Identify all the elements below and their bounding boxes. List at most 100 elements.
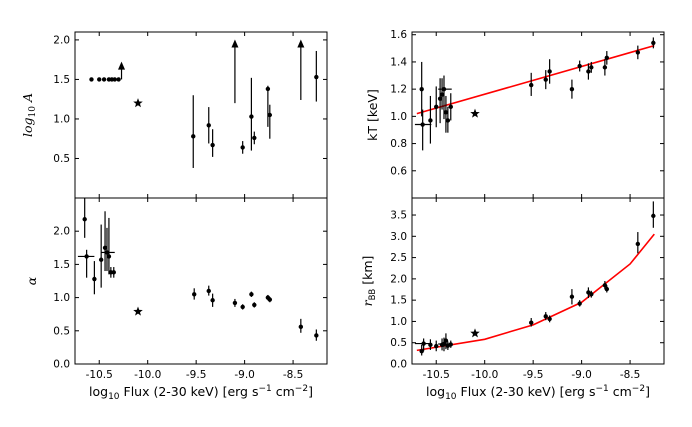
data-point	[240, 145, 245, 150]
data-point	[420, 122, 425, 127]
ytick-label: 1.5	[53, 259, 70, 271]
data-point	[428, 118, 433, 123]
ytick-label: 2.0	[390, 273, 407, 285]
xtick-label: -10.5	[423, 369, 450, 381]
data-point	[586, 69, 591, 74]
xlabel-left: log10 Flux (2-30 keV) [erg s−1 cm−2]	[89, 384, 313, 402]
data-point	[448, 104, 453, 110]
data-point	[441, 86, 447, 92]
data-point	[434, 343, 439, 349]
ytick-label: 2.5	[390, 252, 407, 264]
ytick-label: 1.5	[53, 74, 70, 86]
data-point	[439, 92, 445, 97]
data-point	[106, 254, 112, 259]
data-point	[443, 110, 449, 115]
data-point	[543, 77, 548, 82]
data-point	[569, 86, 575, 92]
data-point	[314, 333, 319, 338]
xtick-label: -9.5	[523, 369, 544, 381]
ytick-label: 1.0	[390, 316, 407, 328]
data-point	[529, 320, 534, 325]
data-point	[602, 283, 608, 288]
data-point	[101, 77, 107, 82]
data-point	[543, 314, 548, 319]
data-point	[206, 288, 211, 294]
ytick-label: 1.0	[53, 113, 70, 125]
data-point	[448, 342, 453, 347]
xtick-label: -9.0	[571, 369, 592, 381]
ytick-label: 1.4	[390, 56, 407, 68]
ylabel-logA: log10 A	[20, 93, 38, 137]
xlabel-right: log10 Flux (2-30 keV) [erg s−1 cm−2]	[426, 384, 650, 402]
ytick-label: 0.0	[390, 359, 407, 371]
data-point	[434, 104, 439, 110]
data-point	[267, 297, 273, 302]
data-point	[112, 77, 117, 82]
data-point	[441, 341, 447, 347]
data-point	[191, 134, 196, 139]
data-point	[98, 257, 104, 262]
data-point	[651, 40, 656, 46]
panel-rBB: 0.0 0.5 1.0 1.5 2.0 2.5 3.0 3.5 -10.5 -10.0 -9.5 -9…	[390, 198, 664, 381]
data-point	[232, 300, 238, 306]
data-point	[437, 96, 443, 101]
ytick-label: 2.0	[53, 226, 70, 238]
star-point	[470, 108, 480, 118]
ylabel-alpha: α	[24, 276, 39, 285]
ytick-label: 0.8	[390, 138, 407, 150]
data-point	[84, 254, 89, 259]
panel-logA: 0.5 1.0 1.5 2.0	[53, 32, 327, 198]
panel-frame-alpha	[74, 197, 328, 365]
data-point	[651, 213, 656, 219]
data-point	[249, 292, 254, 297]
xtick-label: -9.5	[186, 369, 207, 381]
data-point	[635, 50, 641, 55]
data-point	[604, 286, 610, 292]
xtick-label: -9.0	[234, 369, 255, 381]
ytick-label: 1.2	[390, 84, 407, 96]
ytick-label: 0.0	[53, 359, 70, 371]
ylabel-kT: kT [keV]	[365, 89, 380, 141]
ytick-label: 0.6	[390, 165, 407, 177]
data-point	[547, 69, 552, 74]
data-point	[577, 301, 582, 306]
ytick-label: 3.5	[390, 210, 407, 222]
ytick-label: 2.0	[53, 34, 70, 46]
limit-arrow	[297, 39, 305, 48]
ytick-label: 0.5	[53, 325, 70, 337]
data-point	[428, 342, 433, 348]
data-point	[102, 245, 108, 250]
ytick-label: 1.0	[53, 292, 70, 304]
ytick-label: 1.5	[390, 295, 407, 307]
data-point	[589, 65, 594, 70]
data-point	[249, 114, 254, 119]
ytick-label: 1.6	[390, 29, 407, 41]
data-point	[89, 77, 94, 82]
data-point	[111, 270, 116, 275]
data-point	[445, 118, 451, 123]
panel-frame-rBB	[411, 197, 665, 365]
model-line	[416, 44, 655, 115]
ytick-label: 1.0	[390, 111, 407, 123]
model-line	[416, 233, 655, 352]
data-point	[602, 65, 608, 70]
data-point	[547, 316, 552, 322]
data-point	[116, 77, 121, 82]
panel-alpha: 0.0 0.5 1.0 1.5 2.0 -10.5 -10.0 -9.5 -9.0 -8.5	[53, 198, 327, 381]
data-point	[252, 135, 257, 141]
data-point	[589, 291, 594, 297]
xtick-label: -8.5	[283, 369, 304, 381]
xtick-label: -10.0	[471, 369, 498, 381]
data-point	[443, 338, 449, 343]
xtick-label: -10.5	[86, 369, 113, 381]
data-point	[298, 324, 304, 330]
star-point	[133, 306, 143, 316]
data-point	[82, 217, 87, 222]
data-point	[210, 142, 215, 148]
data-point	[210, 298, 215, 303]
data-point	[529, 82, 534, 88]
data-point	[104, 250, 110, 255]
panel-frame-logA	[74, 31, 328, 199]
xtick-label: -10.0	[134, 369, 161, 381]
data-point	[314, 74, 319, 80]
